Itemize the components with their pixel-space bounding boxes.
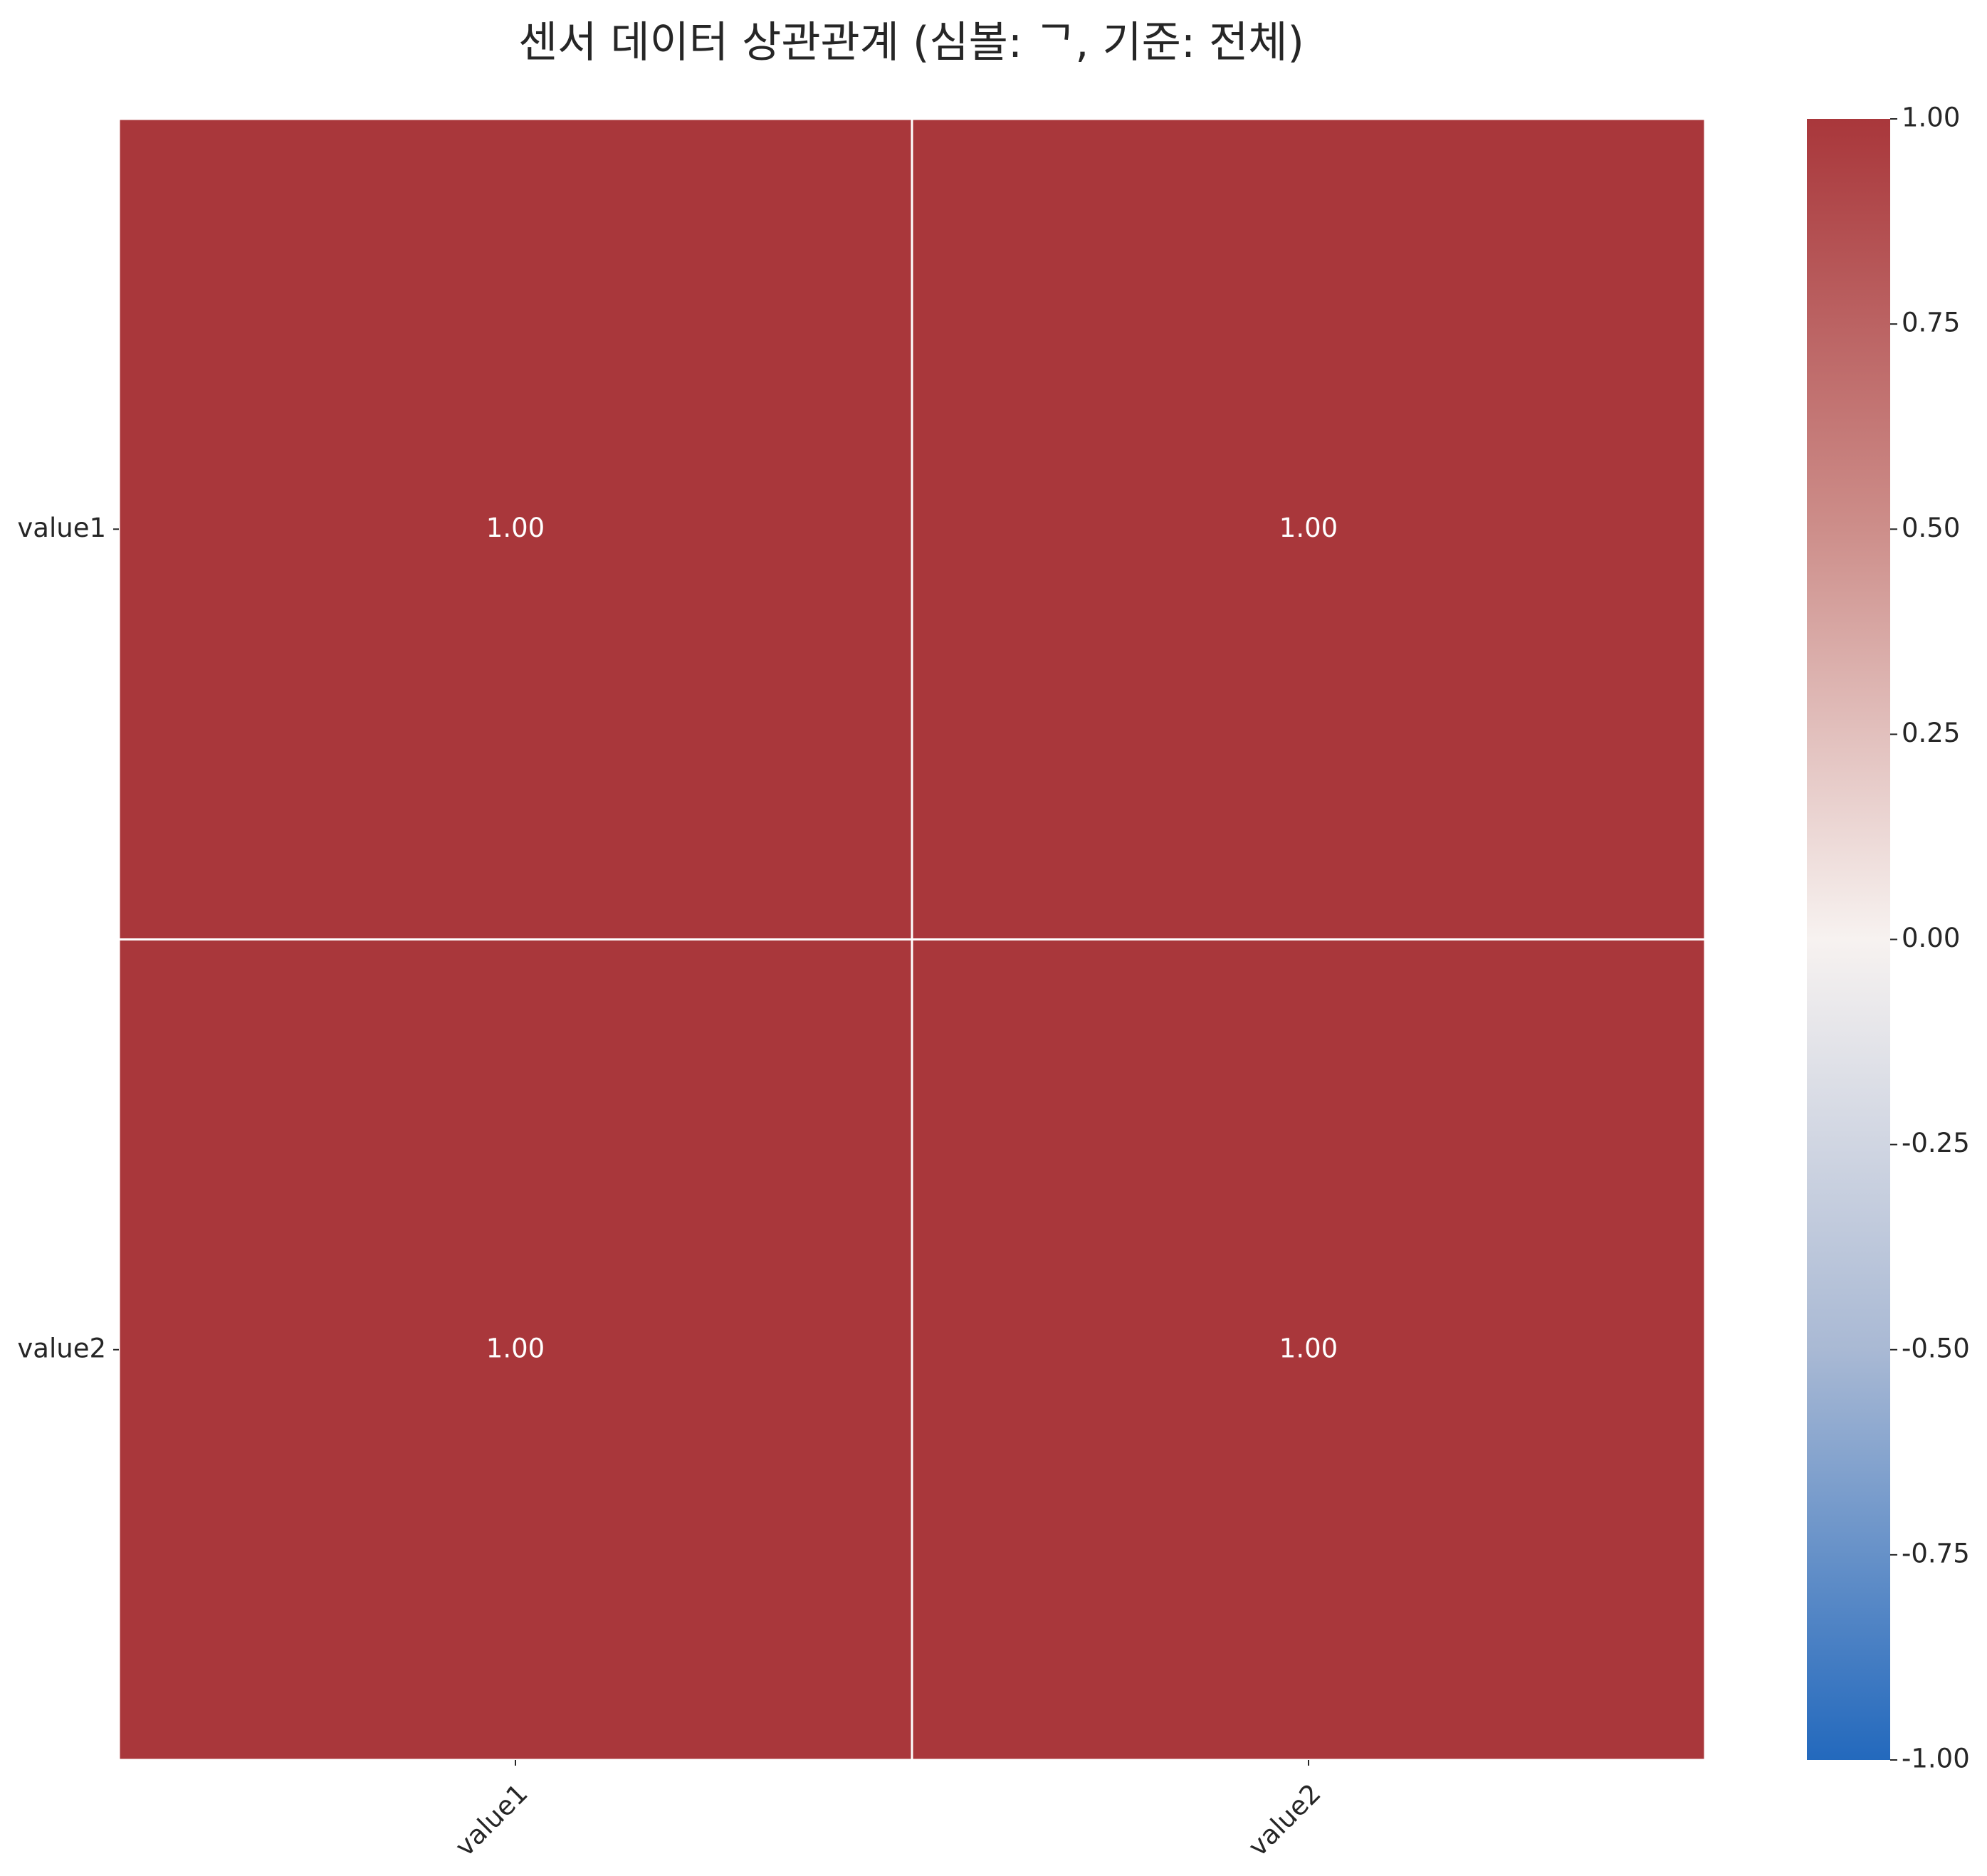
- colorbar-tick-label: 0.00: [1902, 923, 1960, 953]
- heatmap-cells: 1.00 1.00 1.00 1.00: [117, 117, 1706, 1761]
- x-tick-label: value2: [1242, 1778, 1327, 1862]
- heatmap-cell: [117, 938, 913, 1761]
- cell-value-label: 1.00: [1279, 513, 1338, 543]
- colorbar-tick-label: 0.25: [1902, 718, 1960, 748]
- heatmap-cell: [911, 117, 1706, 940]
- colorbar-tick-label: -0.25: [1902, 1128, 1970, 1158]
- cell-value-label: 1.00: [1279, 1333, 1338, 1363]
- colorbar-tick-label: -0.75: [1902, 1538, 1970, 1568]
- colorbar-tick-label: 0.75: [1902, 308, 1960, 338]
- heatmap-cell: [117, 117, 913, 940]
- colorbar-tick-label: -1.00: [1902, 1744, 1970, 1774]
- x-axis: value1 value2: [449, 1760, 1327, 1862]
- y-axis: value1 value2: [17, 513, 119, 1363]
- heatmap-cell: [911, 938, 1706, 1761]
- cell-value-label: 1.00: [486, 513, 545, 543]
- y-tick-label: value1: [17, 513, 106, 543]
- chart-title: 센서 데이터 상관관계 (심볼: ᄀ, 기준: 전체): [518, 18, 1304, 68]
- colorbar-tick-label: -0.50: [1902, 1333, 1970, 1363]
- colorbar: [1807, 119, 1890, 1760]
- colorbar-tick-label: 1.00: [1902, 103, 1960, 133]
- colorbar-axis: 1.00 0.75 0.50 0.25 0.00 -0.25 -0.50 -0.75 -1.00: [1890, 103, 1970, 1774]
- colorbar-tick-label: 0.50: [1902, 513, 1960, 543]
- y-tick-label: value2: [17, 1333, 106, 1363]
- cell-value-label: 1.00: [486, 1333, 545, 1363]
- x-tick-label: value1: [449, 1778, 534, 1862]
